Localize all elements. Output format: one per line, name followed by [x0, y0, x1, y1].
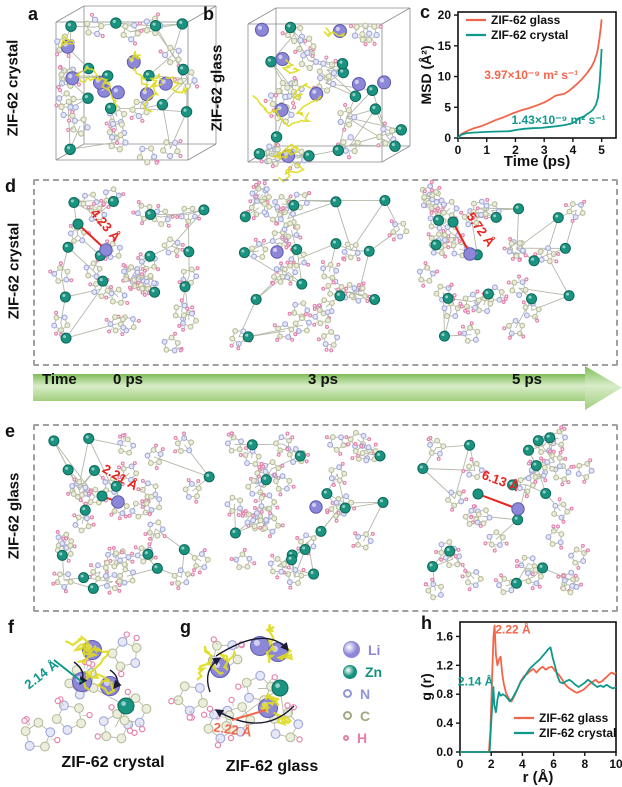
panel-f-caption: ZIF-62 crystal	[61, 754, 165, 771]
svg-text:20: 20	[438, 8, 452, 22]
svg-text:10: 10	[438, 70, 452, 84]
chart-annotation: 2.22 Å	[495, 622, 531, 637]
molecule-render-glass-3ps	[224, 429, 389, 590]
atom-legend-label: Li	[368, 641, 381, 658]
svg-text:0: 0	[455, 143, 462, 157]
chart-annotation: 2.14 Å	[458, 674, 494, 689]
svg-text:r (Å): r (Å)	[523, 769, 554, 786]
panel-d-label: d	[5, 176, 16, 196]
chart-legend-entry: ZIF-62 glass	[539, 711, 609, 725]
panel-e-side-label: ZIF-62 glass	[5, 472, 23, 560]
atom-legend-item-h: H	[343, 729, 382, 746]
distance-annotation: 2.22 Å	[213, 719, 254, 739]
svg-text:4: 4	[519, 757, 526, 771]
molecule-render-crystal-5ps: 5.72 Å	[416, 179, 587, 344]
molecule-render-glass-5ps: 6.13 Å	[417, 425, 595, 601]
distance-annotation: 6.13 Å	[480, 467, 522, 494]
panel-c-label: c	[420, 2, 431, 22]
panel-g-label: g	[180, 617, 191, 637]
atom-legend-item-n: N	[343, 685, 382, 702]
atom-legend-item-c: C	[343, 707, 382, 724]
atom-zn-icon	[343, 664, 357, 679]
panel-b-label: b	[203, 4, 214, 24]
time-arrow-title: Time	[42, 371, 77, 388]
svg-text:5: 5	[598, 143, 605, 157]
svg-text:10: 10	[609, 757, 622, 771]
panel-f-label: f	[8, 617, 14, 637]
atom-h-icon	[343, 734, 349, 741]
panel-b-side-label: ZIF-62 glass	[208, 44, 226, 132]
atom-legend-item-li: Li	[343, 641, 382, 658]
time-tick-5ps: 5 ps	[512, 371, 543, 388]
molecule-render-crystal-closeup: 2.14 Å	[20, 631, 152, 752]
atom-legend: Li Zn N C H	[343, 641, 383, 746]
svg-text:8: 8	[581, 757, 588, 771]
panel-a-label: a	[28, 4, 39, 24]
atom-legend-label: N	[360, 685, 371, 702]
svg-text:1.2: 1.2	[436, 658, 453, 672]
svg-text:1.6: 1.6	[436, 629, 453, 643]
svg-text:15: 15	[438, 39, 452, 53]
chart-annotation: 1.43×10⁻⁹ m² s⁻¹	[512, 113, 606, 127]
atom-legend-item-zn: Zn	[343, 663, 383, 680]
distance-annotation: 2.14 Å	[22, 656, 62, 692]
molecule-render-crystal-0ps: 4.23 Å	[48, 186, 210, 354]
gr-chart: 0 2 4 6 8 10 0.0 0.4 0.8 1.2 1.6 ZIF-62 glassZIF-62…	[418, 621, 622, 786]
svg-text:0.0: 0.0	[436, 745, 453, 759]
chart-legend-entry: ZIF-62 crystal	[491, 28, 568, 42]
chart-annotation: 3.97×10⁻⁹ m² s⁻¹	[484, 68, 578, 82]
svg-text:6: 6	[550, 757, 557, 771]
svg-text:2: 2	[512, 143, 519, 157]
atom-legend-label: C	[360, 707, 371, 724]
atom-n-icon	[343, 689, 352, 698]
molecule-render-zif62-crystal-cell	[54, 5, 217, 166]
time-tick-3ps: 3 ps	[308, 371, 339, 388]
molecule-render-glass-0ps: 2.21 Å	[48, 431, 215, 595]
panel-d-frame	[33, 179, 618, 366]
time-tick-0ps: 0 ps	[113, 371, 144, 388]
molecule-render-glass-closeup: 2.22 Å	[168, 623, 304, 749]
svg-text:g (r): g (r)	[418, 673, 434, 700]
atom-legend-label: Zn	[365, 663, 383, 680]
svg-text:0.8: 0.8	[436, 687, 453, 701]
time-arrow-body	[33, 374, 585, 401]
svg-text:Time (ps): Time (ps)	[504, 153, 570, 170]
atom-c-icon	[343, 711, 352, 720]
molecule-render-crystal-3ps	[229, 180, 410, 353]
atom-legend-label: H	[357, 729, 368, 746]
svg-text:2: 2	[488, 757, 495, 771]
panel-d-side-label: ZIF-62 crystal	[5, 222, 23, 320]
svg-text:0: 0	[444, 131, 451, 145]
svg-text:3: 3	[541, 143, 548, 157]
time-arrow-head	[585, 366, 622, 410]
panel-h-label: h	[421, 613, 432, 633]
panel-a-side-label: ZIF-62 crystal	[4, 39, 22, 137]
svg-text:5: 5	[444, 100, 451, 114]
svg-text:1: 1	[483, 143, 490, 157]
chart-legend-entry: ZIF-62 glass	[491, 13, 561, 27]
atom-li-icon	[343, 641, 360, 658]
svg-text:0: 0	[457, 757, 464, 771]
svg-text:0.4: 0.4	[436, 716, 453, 730]
chart-legend-entry: ZIF-62 crystal	[539, 726, 616, 740]
panel-g-caption: ZIF-62 glass	[225, 758, 319, 775]
svg-text:4: 4	[570, 143, 577, 157]
time-arrow	[33, 366, 622, 410]
panel-e-frame	[33, 424, 618, 612]
panel-e-label: e	[5, 421, 16, 441]
svg-text:MSD (Å²): MSD (Å²)	[418, 45, 434, 104]
molecule-render-zif62-glass-cell	[247, 7, 411, 183]
